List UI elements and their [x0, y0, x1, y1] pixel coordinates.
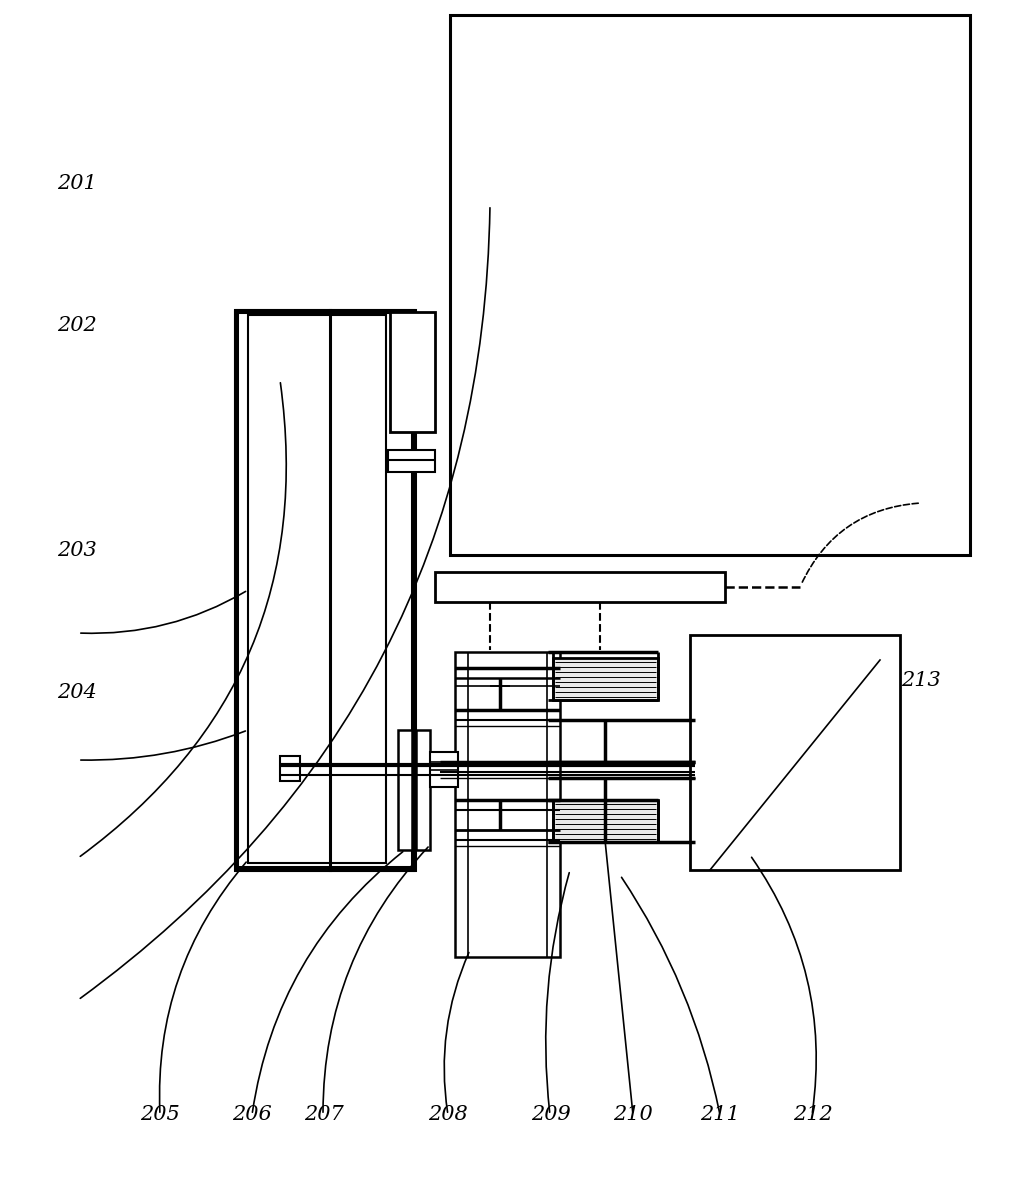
Text: 202: 202: [58, 316, 97, 335]
Bar: [398, 730, 412, 851]
Bar: [390, 312, 435, 432]
Bar: [430, 752, 458, 787]
Bar: [553, 800, 658, 842]
Bar: [237, 312, 412, 867]
Bar: [280, 756, 300, 781]
Bar: [435, 573, 725, 602]
Text: 204: 204: [58, 683, 97, 702]
Text: 209: 209: [531, 1105, 570, 1124]
Text: 207: 207: [305, 1105, 344, 1124]
Text: 206: 206: [233, 1105, 272, 1124]
Text: 212: 212: [793, 1105, 832, 1124]
Text: 213: 213: [901, 671, 941, 690]
Text: 205: 205: [140, 1105, 179, 1124]
Text: 203: 203: [58, 541, 97, 560]
Bar: [330, 310, 415, 870]
Bar: [455, 652, 560, 957]
Text: 201: 201: [58, 174, 97, 193]
Bar: [235, 310, 330, 870]
Bar: [416, 730, 430, 851]
Bar: [553, 658, 658, 700]
Text: 208: 208: [428, 1105, 467, 1124]
Bar: [248, 315, 386, 864]
Text: 210: 210: [613, 1105, 652, 1124]
Text: 211: 211: [701, 1105, 740, 1124]
Bar: [388, 450, 435, 472]
Bar: [450, 15, 970, 555]
Bar: [690, 635, 900, 870]
